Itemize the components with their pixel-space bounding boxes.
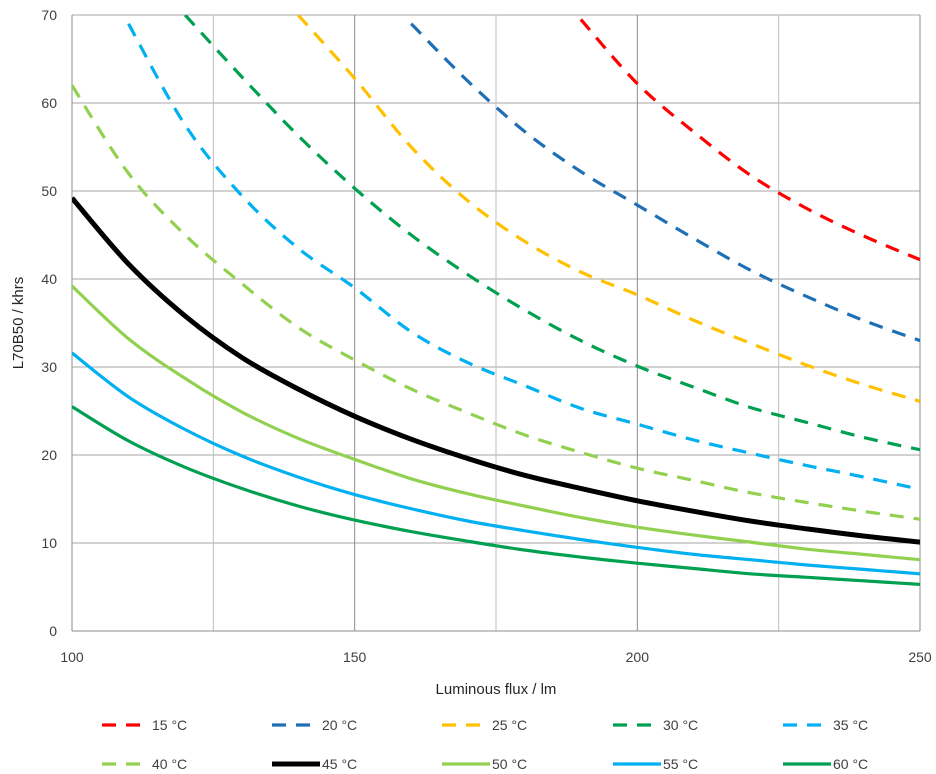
legend-label: 55 °C <box>663 756 698 772</box>
legend-label: 40 °C <box>152 756 187 772</box>
legend-label: 45 °C <box>322 756 357 772</box>
legend-item-45-c: 45 °C <box>272 756 357 772</box>
x-tick-label: 250 <box>908 649 932 665</box>
legend-label: 30 °C <box>663 717 698 733</box>
gridlines <box>72 14 921 631</box>
legend-item-35-c: 35 °C <box>783 717 868 733</box>
y-tick-label: 10 <box>41 535 57 551</box>
legend-item-15-c: 15 °C <box>102 717 187 733</box>
series-line-55-c <box>72 351 920 576</box>
series-lines <box>72 15 920 586</box>
legend-label: 15 °C <box>152 717 187 733</box>
y-tick-label: 50 <box>41 183 57 199</box>
legend: 15 °C 20 °C 25 °C 30 °C 35 °C 40 °C 45 °C 50 °C… <box>102 717 868 772</box>
series-line-60-c <box>72 405 920 586</box>
x-tick-label: 200 <box>626 649 650 665</box>
x-tick-label: 150 <box>343 649 367 665</box>
x-tick-label: 100 <box>60 649 84 665</box>
legend-label: 50 °C <box>492 756 527 772</box>
y-tick-label: 60 <box>41 95 57 111</box>
x-axis-title: Luminous flux / lm <box>436 681 557 698</box>
legend-label: 20 °C <box>322 717 357 733</box>
legend-item-40-c: 40 °C <box>102 756 187 772</box>
series-line-25-c <box>296 15 920 403</box>
legend-item-30-c: 30 °C <box>613 717 698 733</box>
y-tick-label: 30 <box>41 359 57 375</box>
y-tick-label: 0 <box>49 623 57 639</box>
series-line-45-c <box>72 196 920 545</box>
series-line-50-c <box>72 284 920 562</box>
legend-item-25-c: 25 °C <box>442 717 527 733</box>
legend-label: 35 °C <box>833 717 868 733</box>
y-axis-title: L70B50 / khrs <box>10 277 27 370</box>
legend-label: 25 °C <box>492 717 527 733</box>
series-line-30-c <box>183 15 920 452</box>
legend-label: 60 °C <box>833 756 868 772</box>
x-tick-labels: 100 150 200 250 <box>60 649 932 665</box>
y-tick-labels: 0 10 20 30 40 50 60 70 <box>41 7 57 639</box>
y-tick-label: 70 <box>41 7 57 23</box>
series-line-35-c <box>127 23 920 491</box>
series-line-15-c <box>579 18 920 262</box>
series-line-20-c <box>410 22 920 343</box>
legend-item-50-c: 50 °C <box>442 756 527 772</box>
legend-item-55-c: 55 °C <box>613 756 698 772</box>
y-tick-label: 20 <box>41 447 57 463</box>
legend-item-60-c: 60 °C <box>783 756 868 772</box>
y-tick-label: 40 <box>41 271 57 287</box>
legend-item-20-c: 20 °C <box>272 717 357 733</box>
